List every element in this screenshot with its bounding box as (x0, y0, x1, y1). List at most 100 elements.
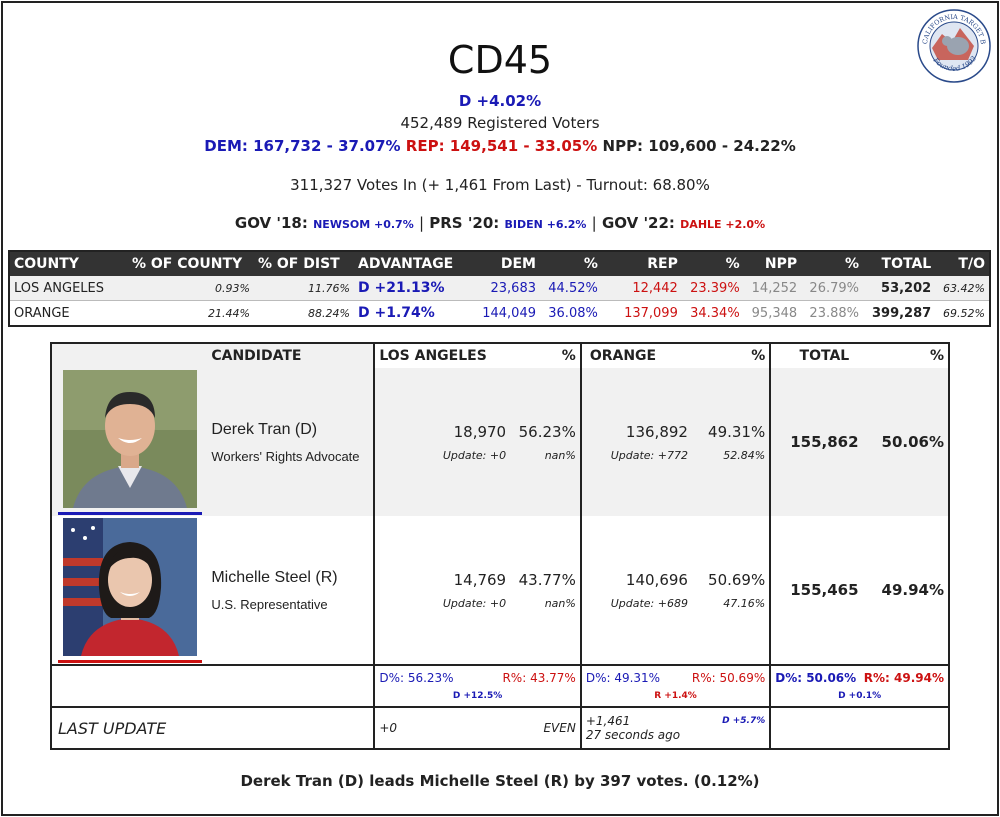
col-candidate: CANDIDATE (207, 343, 375, 368)
or-votes-cell: 136,892 Update: +772 (579, 368, 692, 516)
candidate-table: CANDIDATE LOS ANGELES % ORANGE % TOTAL % (50, 342, 950, 750)
or-pct-cell: 50.69% 47.16% (691, 516, 771, 665)
la-advantage: D +12.5% (452, 691, 503, 701)
la-update: Update: +0 (442, 596, 507, 610)
table-row: ORANGE 21.44% 88.24% D +1.74% 144,049 36… (9, 300, 990, 326)
dem-count: 144,049 (462, 300, 540, 326)
separator: | (418, 214, 425, 232)
county-name: LOS ANGELES (9, 276, 128, 301)
county-table: COUNTY % OF COUNTY % OF DIST ADVANTAGE D… (8, 250, 991, 327)
candidate-photo-cell (51, 368, 208, 516)
turnout: 69.52% (935, 300, 990, 326)
pct-of-dist: 88.24% (254, 300, 354, 326)
total-advantage: D +0.1% (838, 691, 882, 701)
pct-of-county: 21.44% (128, 300, 254, 326)
votes-in-summary: 311,327 Votes In (+ 1,461 From Last) - T… (290, 176, 710, 194)
gov22-value: DAHLE +2.0% (680, 218, 766, 231)
total: 399,287 (863, 300, 936, 326)
separator: | (591, 214, 597, 232)
or-pct: 49.31% (708, 422, 766, 441)
rep-registration: REP: 149,541 - 33.05% (405, 137, 598, 155)
or-last-update-value: +1,461 (585, 714, 631, 728)
total: 53,202 (863, 276, 936, 301)
candidate-description: U.S. Representative (211, 596, 328, 612)
dem-pct: 44.52% (540, 276, 602, 301)
or-update-pct: 52.84% (723, 448, 766, 462)
rep-pct: 34.34% (681, 300, 744, 326)
county-table-header: COUNTY % OF COUNTY % OF DIST ADVANTAGE D… (9, 251, 990, 276)
total-last-update (769, 706, 949, 749)
npp-registration: NPP: 109,600 - 24.22% (602, 137, 796, 155)
col-advantage: ADVANTAGE (354, 251, 462, 276)
col-total: TOTAL (863, 251, 936, 276)
or-advantage: R +1.4% (654, 691, 697, 701)
npp-count: 14,252 (743, 276, 802, 301)
candidate-row: Derek Tran (D) Workers' Rights Advocate … (51, 368, 949, 516)
candidate-name: Derek Tran (D) (211, 420, 318, 438)
gov18-value: NEWSOM +0.7% (313, 218, 414, 231)
or-rep-pct: R%: 50.69% (691, 671, 766, 685)
or-summary: D%: 49.31% R%: 50.69% R +1.4% (579, 664, 771, 707)
la-pct-cell: 56.23% nan% (510, 368, 581, 516)
total-votes: 155,465 (769, 516, 878, 665)
rep-underline (57, 659, 202, 663)
la-pct: 43.77% (518, 570, 576, 589)
past-results: GOV '18: NEWSOM +0.7% | PRS '20: BIDEN +… (0, 214, 1000, 232)
col-or-pct: % (751, 348, 766, 364)
or-votes: 136,892 (625, 422, 688, 441)
la-votes: 18,970 (453, 422, 507, 441)
col-total: TOTAL (769, 343, 878, 368)
turnout: 63.42% (935, 276, 990, 301)
district-margin: D +4.02% (458, 92, 542, 110)
la-dem-pct: D%: 56.23% (379, 671, 454, 685)
or-votes: 140,696 (625, 570, 688, 589)
total-rep-pct: R%: 49.94% (863, 671, 944, 685)
dem-registration: DEM: 167,732 - 37.07% (204, 137, 401, 155)
or-dem-pct: D%: 49.31% (585, 671, 661, 685)
dem-count: 23,683 (462, 276, 540, 301)
last-update-label-cell: LAST UPDATE (51, 706, 375, 749)
npp-pct: 26.79% (801, 276, 863, 301)
la-pct: 56.23% (518, 422, 576, 441)
last-update-row: LAST UPDATE +0 EVEN +1,461 D +5.7% 27 se… (51, 706, 949, 749)
last-update-label: LAST UPDATE (58, 718, 167, 738)
la-summary: D%: 56.23% R%: 43.77% D +12.5% (373, 664, 581, 707)
prs20-label: PRS '20: (429, 214, 500, 232)
prs20-value: BIDEN +6.2% (504, 218, 587, 231)
la-rep-pct: R%: 43.77% (502, 671, 576, 685)
candidate-row: Michelle Steel (R) U.S. Representative 1… (51, 516, 949, 665)
la-update-pct: nan% (544, 448, 576, 462)
leader-summary: Derek Tran (D) leads Michelle Steel (R) … (240, 772, 760, 790)
total-votes: 155,862 (769, 368, 878, 516)
col-pct-dist: % OF DIST (254, 251, 354, 276)
la-update: Update: +0 (442, 448, 507, 462)
county-name: ORANGE (9, 300, 128, 326)
or-last-update-advantage: D +5.7% (722, 716, 766, 726)
candidate-table-header: CANDIDATE LOS ANGELES % ORANGE % TOTAL % (51, 343, 949, 368)
total-pct: 50.06% (877, 368, 949, 516)
total-dem-pct: D%: 50.06% (775, 671, 857, 685)
col-los-angeles: LOS ANGELES (373, 343, 511, 368)
summary-blank (51, 664, 375, 707)
col-turnout: T/O (935, 251, 990, 276)
advantage: D +21.13% (354, 276, 462, 301)
table-row: LOS ANGELES 0.93% 11.76% D +21.13% 23,68… (9, 276, 990, 301)
la-update-pct: nan% (544, 596, 576, 610)
col-dem: DEM (462, 251, 540, 276)
candidate-photo (62, 369, 197, 508)
col-pct-county: % OF COUNTY (128, 251, 254, 276)
npp-count: 95,348 (743, 300, 802, 326)
rep-pct: 23.39% (681, 276, 744, 301)
candidate-photo (62, 517, 197, 656)
or-votes-cell: 140,696 Update: +689 (579, 516, 692, 665)
candidate-photo-cell (51, 516, 208, 665)
party-underline (57, 659, 202, 663)
col-county: COUNTY (9, 251, 128, 276)
la-votes: 14,769 (453, 570, 507, 589)
npp-pct: 23.88% (801, 300, 863, 326)
pct-of-dist: 11.76% (254, 276, 354, 301)
la-last-update-value: +0 (379, 721, 398, 735)
col-la-pct: % (561, 348, 576, 364)
advantage: D +1.74% (354, 300, 462, 326)
